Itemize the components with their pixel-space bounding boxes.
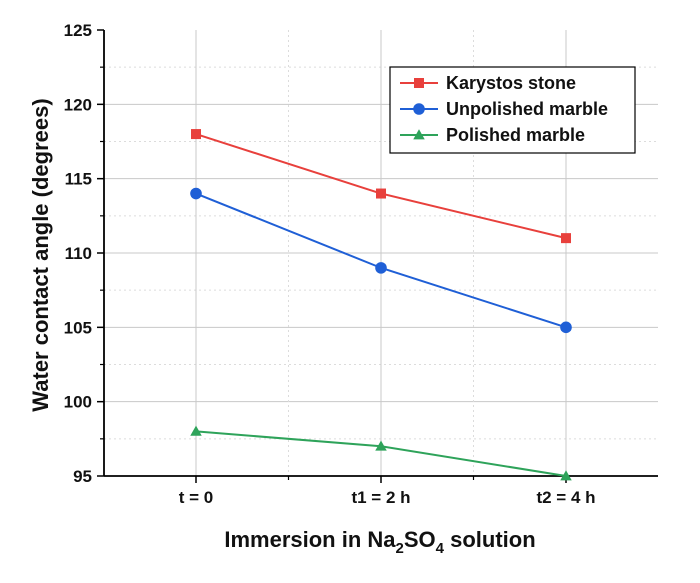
data-point-unpolished-marble <box>560 321 572 334</box>
data-point-karystos-stone <box>376 188 386 199</box>
legend-label-unpolished-marble: Unpolished marble <box>446 99 608 119</box>
x-axis-title-part: Immersion in Na <box>224 527 396 552</box>
x-axis-title: Immersion in Na2SO4 solution <box>224 527 535 557</box>
y-tick-label: 100 <box>64 393 92 412</box>
y-axis-title: Water contact angle (degrees) <box>28 98 53 411</box>
data-point-karystos-stone <box>561 233 571 244</box>
x-axis-title-subscript: 2 <box>396 540 404 557</box>
axes: 95 100 105 110 115 120 125 t = 0 t1 = 2 h t2 = 4 … <box>64 21 658 507</box>
data-point-unpolished-marble <box>190 187 202 200</box>
x-axis-title-part: SO <box>404 527 436 552</box>
series-group <box>190 129 572 481</box>
y-tick-label: 125 <box>64 21 92 40</box>
legend-label-polished-marble: Polished marble <box>446 125 585 145</box>
x-tick-label: t2 = 4 h <box>536 488 595 507</box>
data-point-polished-marble <box>560 470 572 481</box>
legend-marker-polished-marble <box>413 129 425 140</box>
data-point-karystos-stone <box>191 129 201 140</box>
y-tick-label: 105 <box>64 318 92 337</box>
x-axis-title-subscript: 4 <box>436 540 445 557</box>
x-axis-title-part: solution <box>444 527 536 552</box>
y-tick-label: 115 <box>65 170 92 189</box>
x-tick-label: t1 = 2 h <box>351 488 410 507</box>
legend: Karystos stone Unpolished marble Polished … <box>389 66 636 154</box>
legend-marker-unpolished-marble <box>413 103 425 115</box>
y-tick-label: 95 <box>73 467 92 486</box>
data-point-polished-marble <box>190 425 202 436</box>
legend-marker-karystos-stone <box>414 78 424 88</box>
x-tick-label: t = 0 <box>179 488 214 507</box>
data-point-unpolished-marble <box>375 262 387 274</box>
data-point-polished-marble <box>375 440 387 451</box>
legend-label-karystos-stone: Karystos stone <box>446 73 576 93</box>
y-tick-label: 110 <box>65 244 92 263</box>
y-tick-label: 120 <box>64 95 92 114</box>
